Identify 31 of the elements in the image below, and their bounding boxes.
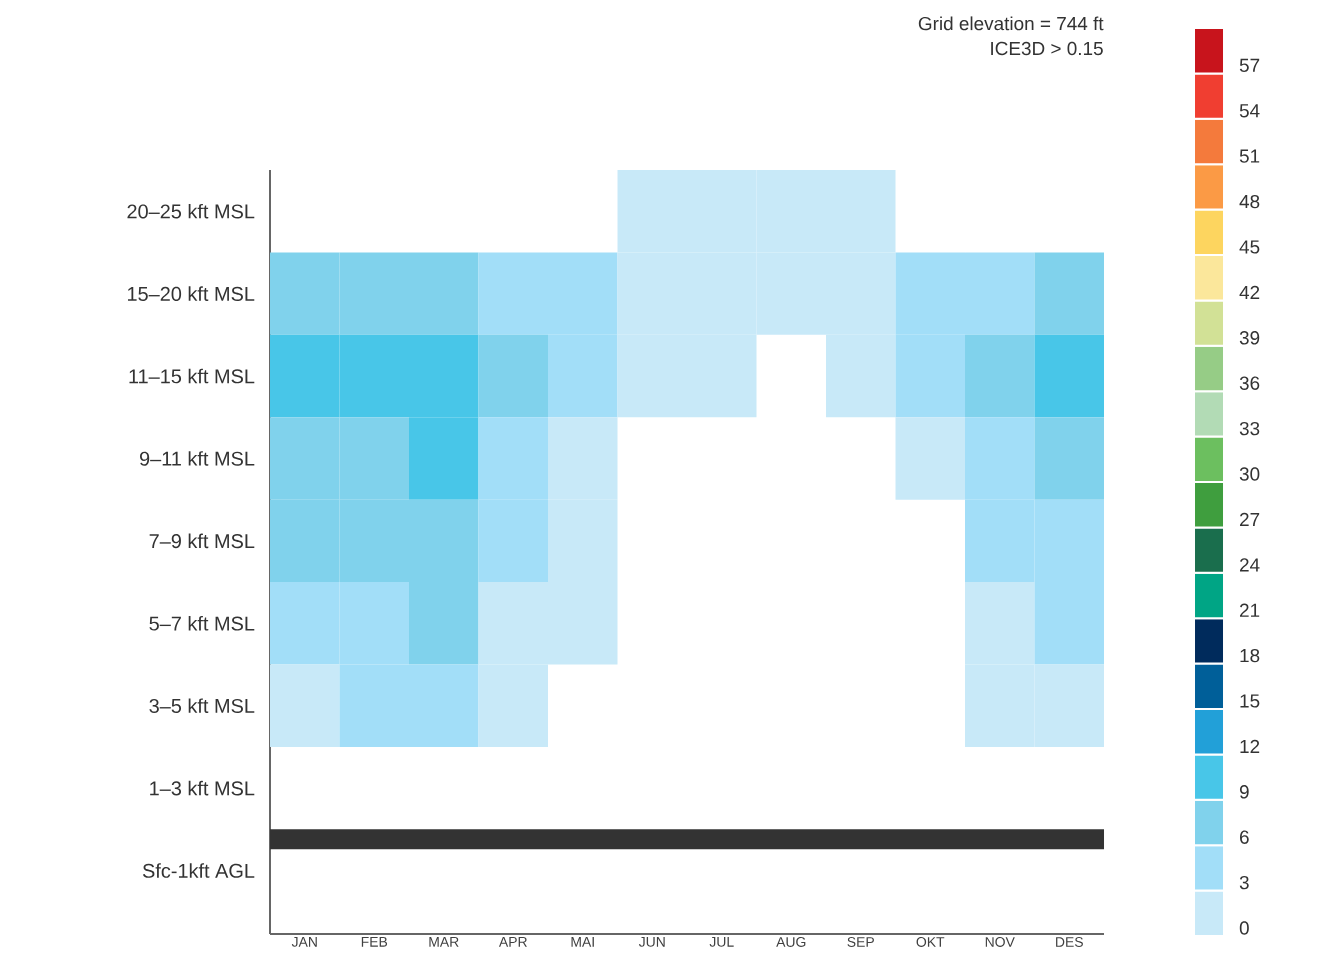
y-tick-label: 7–9 kft MSL (149, 533, 255, 549)
y-tick-label: 11–15 kft MSL (129, 368, 255, 384)
color-bar-label: 9 (1239, 785, 1249, 799)
color-bar-label: 18 (1240, 648, 1260, 663)
y-tick-label: 1–3 kft MSL (150, 780, 255, 796)
y-tick-label: 3–5 kft MSL (149, 698, 255, 714)
color-bar-label: 27 (1239, 512, 1260, 527)
color-bar-label: 6 (1240, 830, 1249, 844)
chart-title: Grid elevation = 744 ft (918, 16, 1104, 31)
y-tick-label: 9–11 kft MSL (139, 451, 255, 466)
color-bar-label: 48 (1239, 194, 1260, 209)
color-bar-label: 42 (1239, 285, 1260, 300)
color-bar-label: 36 (1239, 376, 1260, 390)
color-bar-label: 12 (1240, 739, 1260, 754)
color-bar-label: 33 (1239, 421, 1260, 436)
chart-subtitle: ICE3D > 0.15 (991, 41, 1103, 56)
y-tick-label: 15–20 kft MSL (128, 286, 255, 301)
color-bar-label: 21 (1239, 603, 1260, 617)
color-bar-label: 39 (1239, 331, 1260, 345)
color-bar-label: 15 (1240, 694, 1260, 708)
y-tick-label: 5–7 kft MSL (149, 615, 255, 631)
color-bar-label: 54 (1239, 104, 1260, 118)
y-tick-label: Sfc-1kft AGL (142, 863, 255, 878)
color-bar-label: 24 (1239, 558, 1260, 572)
y-tick-label: 20–25 kft MSL (127, 203, 255, 219)
color-bar-label: 45 (1239, 240, 1260, 254)
color-bar-label: 0 (1239, 921, 1249, 935)
color-bar-label: 30 (1239, 467, 1260, 481)
color-bar-label: 57 (1239, 58, 1260, 73)
color-bar-label: 51 (1239, 149, 1260, 163)
color-bar-label: 3 (1239, 875, 1249, 890)
